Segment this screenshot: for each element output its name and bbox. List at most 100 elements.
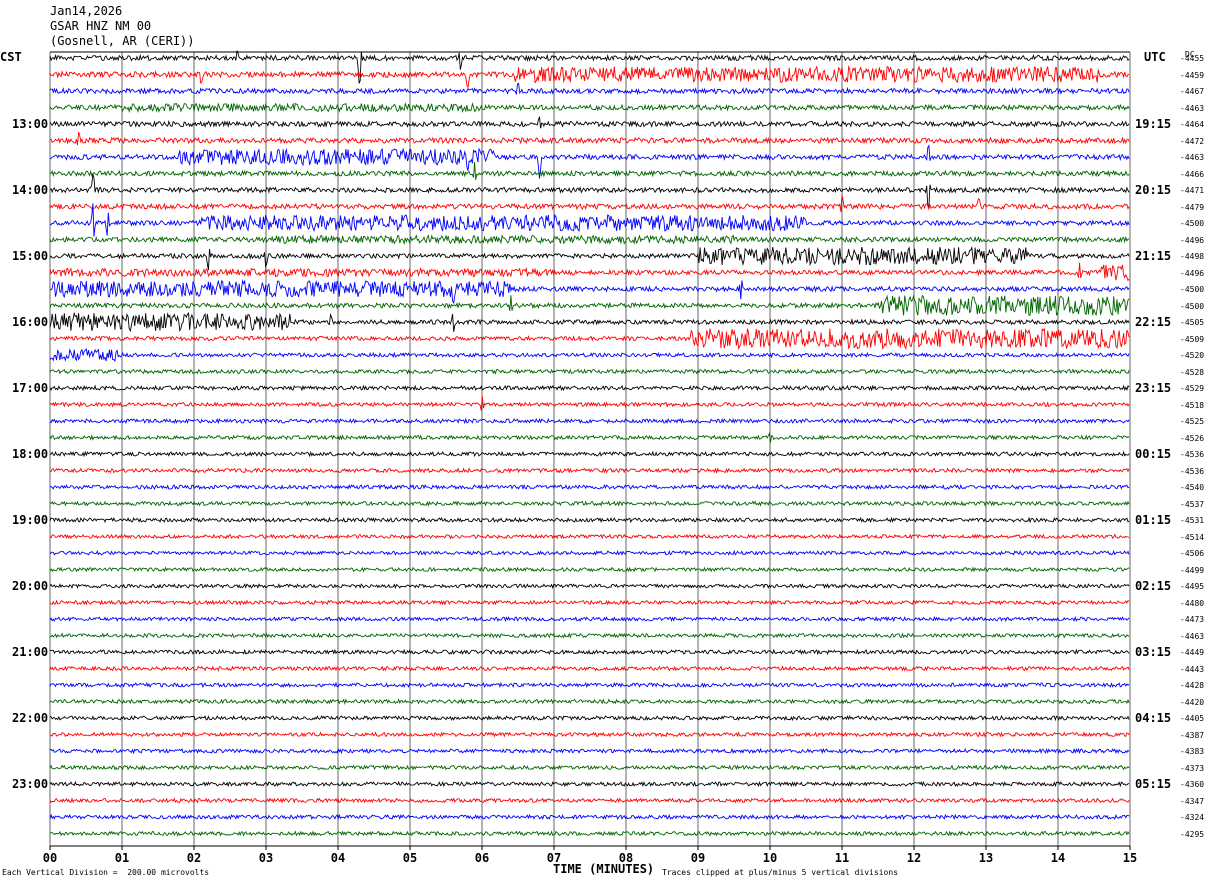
dc-offset-value: -4471 bbox=[1180, 186, 1205, 195]
cst-label: CST bbox=[0, 50, 22, 64]
cst-hour-label: 16:00 bbox=[12, 315, 49, 329]
utc-hour-label: 20:15 bbox=[1135, 183, 1172, 197]
dc-offset-value: -4496 bbox=[1180, 268, 1205, 278]
dc-label: DC bbox=[1185, 50, 1195, 59]
cst-hour-label: 17:00 bbox=[12, 381, 49, 395]
dc-offset-value: -4463 bbox=[1180, 103, 1205, 113]
seismic-trace bbox=[49, 294, 1130, 317]
seismic-trace bbox=[49, 780, 1130, 788]
dc-offset-value: -4479 bbox=[1180, 202, 1205, 212]
utc-hour-label: 02:15 bbox=[1135, 579, 1172, 593]
x-tick-label: 07 bbox=[547, 851, 561, 865]
dc-offset-value: -4420 bbox=[1180, 697, 1205, 707]
clip-note: Traces clipped at plus/minus 5 vertical … bbox=[662, 868, 899, 877]
cst-hour-label: 14:00 bbox=[12, 183, 49, 197]
utc-hour-label: 19:15 bbox=[1135, 117, 1172, 131]
x-tick-label: 00 bbox=[43, 851, 57, 865]
seismic-trace bbox=[49, 681, 1130, 689]
cst-hour-label: 23:00 bbox=[12, 777, 49, 791]
cst-hour-label: 15:00 bbox=[12, 249, 49, 263]
x-tick-label: 15 bbox=[1123, 851, 1137, 865]
x-tick-label: 01 bbox=[115, 851, 129, 865]
utc-hour-label: 21:15 bbox=[1135, 249, 1172, 263]
utc-hour-label: 00:15 bbox=[1135, 447, 1172, 461]
dc-offset-value: -4455 bbox=[1180, 54, 1205, 63]
dc-offset-value: -4520 bbox=[1180, 351, 1205, 360]
seismic-trace bbox=[49, 533, 1130, 540]
dc-offset-value: -4499 bbox=[1180, 565, 1205, 575]
seismic-trace bbox=[49, 194, 1130, 213]
x-tick-label: 09 bbox=[691, 851, 705, 865]
seismic-trace bbox=[49, 566, 1130, 573]
seismic-trace bbox=[49, 797, 1130, 804]
minute-grid bbox=[49, 52, 1131, 846]
dc-offset-value: -4466 bbox=[1180, 169, 1205, 179]
seismic-trace bbox=[49, 632, 1130, 639]
seismic-trace bbox=[49, 583, 1130, 590]
x-tick-label: 12 bbox=[907, 851, 921, 865]
seismic-trace bbox=[49, 830, 1130, 837]
x-axis-title: TIME (MINUTES) bbox=[553, 862, 655, 876]
dc-offset-value: -4537 bbox=[1180, 499, 1205, 509]
dc-offset-value: -4463 bbox=[1180, 631, 1205, 641]
dc-offset-value: -4467 bbox=[1180, 87, 1205, 96]
seismic-trace bbox=[49, 599, 1130, 606]
dc-offset-value: -4428 bbox=[1180, 681, 1205, 690]
seismic-trace bbox=[49, 101, 1130, 114]
x-tick-label: 02 bbox=[187, 851, 201, 865]
dc-offset-value: -4387 bbox=[1180, 730, 1205, 740]
x-tick-label: 08 bbox=[619, 851, 633, 865]
dc-offset-value: -4518 bbox=[1180, 400, 1205, 410]
dc-offset-value: -4464 bbox=[1180, 120, 1205, 129]
dc-offset-value: -4360 bbox=[1180, 780, 1205, 789]
dc-offset-value: -4459 bbox=[1180, 70, 1205, 80]
dc-offset-value: -4536 bbox=[1180, 450, 1205, 459]
dc-offset-value: -4528 bbox=[1180, 367, 1205, 377]
cst-hour-label: 20:00 bbox=[12, 579, 49, 593]
dc-offset-value: -4526 bbox=[1180, 433, 1205, 443]
seismic-trace bbox=[49, 262, 1130, 282]
plot-date: Jan14,2026 bbox=[50, 4, 123, 18]
dc-offset-value: -4500 bbox=[1180, 219, 1205, 228]
seismic-trace bbox=[49, 764, 1130, 771]
seismic-trace bbox=[49, 161, 1130, 180]
seismic-trace bbox=[49, 384, 1130, 392]
dc-offset-value: -4295 bbox=[1180, 829, 1205, 839]
seismic-trace bbox=[49, 698, 1130, 705]
dc-offset-value: -4514 bbox=[1180, 532, 1205, 542]
x-tick-label: 05 bbox=[403, 851, 417, 865]
seismic-traces bbox=[49, 50, 1130, 837]
dc-offset-value: -4347 bbox=[1180, 796, 1205, 806]
x-tick-label: 13 bbox=[979, 851, 993, 865]
x-tick-label: 11 bbox=[835, 851, 849, 865]
seismic-trace bbox=[49, 65, 1130, 89]
cst-hour-label: 19:00 bbox=[12, 513, 49, 527]
dc-offset-value: -4405 bbox=[1180, 714, 1205, 723]
scale-note: Each Vertical Division = 200.00 microvol… bbox=[2, 868, 210, 877]
seismic-trace bbox=[49, 467, 1130, 474]
cst-hour-label: 18:00 bbox=[12, 447, 49, 461]
time-axis: 00 01 02 03 04 05 06 07 08 09 10 11 12 13 14 15 bbox=[43, 51, 1137, 865]
cst-hour-label: 13:00 bbox=[12, 117, 49, 131]
seismic-trace bbox=[49, 50, 1130, 84]
seismic-trace bbox=[49, 203, 1130, 237]
dc-offset-value: -4443 bbox=[1180, 664, 1205, 674]
seismic-trace bbox=[49, 82, 1130, 96]
seismic-trace bbox=[49, 714, 1130, 722]
dc-offset-value: -4529 bbox=[1180, 384, 1205, 393]
x-tick-label: 10 bbox=[763, 851, 777, 865]
seismic-trace bbox=[49, 396, 1130, 411]
dc-offset-value: -4495 bbox=[1180, 582, 1205, 591]
seismic-trace bbox=[49, 813, 1130, 821]
utc-hour-label: 01:15 bbox=[1135, 513, 1172, 527]
seismic-trace bbox=[49, 347, 1130, 362]
seismic-trace bbox=[49, 431, 1130, 443]
dc-offset-value: -4531 bbox=[1180, 516, 1205, 525]
seismic-trace bbox=[49, 516, 1130, 524]
dc-offset-value: -4536 bbox=[1180, 466, 1205, 476]
dc-offset-value: -4505 bbox=[1180, 318, 1205, 327]
utc-hour-label: 05:15 bbox=[1135, 777, 1172, 791]
seismic-trace bbox=[49, 731, 1130, 738]
x-tick-label: 04 bbox=[331, 851, 345, 865]
x-tick-label: 14 bbox=[1051, 851, 1065, 865]
